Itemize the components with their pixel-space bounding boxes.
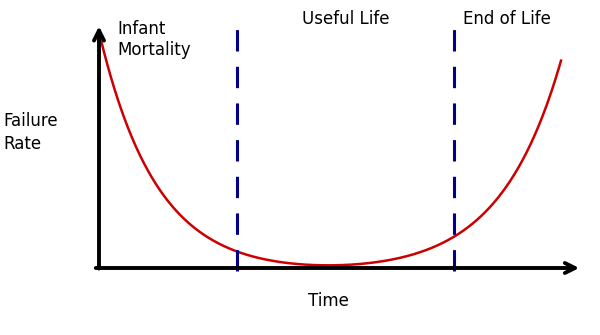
Text: Infant
Mortality: Infant Mortality xyxy=(117,20,191,59)
Text: Failure
Rate: Failure Rate xyxy=(3,112,58,153)
Text: End of Life: End of Life xyxy=(463,10,551,28)
Text: Useful Life: Useful Life xyxy=(302,10,389,28)
Text: Time: Time xyxy=(308,292,349,311)
